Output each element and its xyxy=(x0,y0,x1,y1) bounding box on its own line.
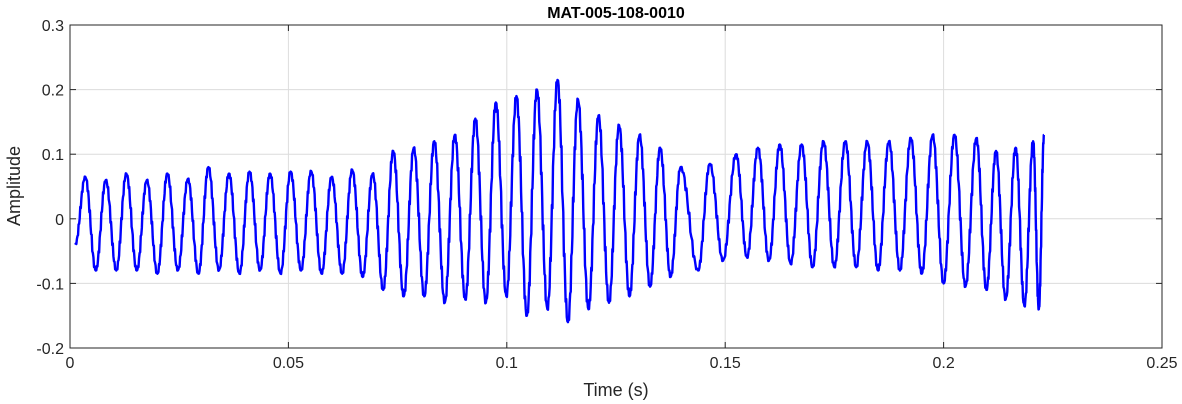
y-tick-label: 0 xyxy=(55,212,64,229)
x-tick-label: 0.25 xyxy=(1146,355,1177,372)
x-tick-label: 0.2 xyxy=(932,355,954,372)
x-tick-label: 0.05 xyxy=(273,355,304,372)
y-tick-label: -0.1 xyxy=(36,276,64,293)
y-tick-label: 0.2 xyxy=(42,83,64,100)
plot-frame xyxy=(69,24,1163,349)
x-tick-label: 0.1 xyxy=(496,355,518,372)
series-line xyxy=(74,78,1045,324)
y-tick-label: -0.2 xyxy=(36,341,64,358)
x-tick-label: 0.15 xyxy=(710,355,741,372)
y-tick-label: 0.1 xyxy=(42,147,64,164)
x-tick-label: 0 xyxy=(66,355,75,372)
x-axis-label: Time (s) xyxy=(583,380,648,400)
chart-title: MAT-005-108-0010 xyxy=(547,5,685,22)
axis-ticks: 0 0.05 0.1 0.15 0.2 0.25 -0.2 -0.1 0 0.1 0.2 0.3 xyxy=(36,18,1177,372)
y-axis-label: Amplitude xyxy=(4,146,24,226)
y-tick-label: 0.3 xyxy=(42,18,64,35)
signal-series xyxy=(74,78,1045,324)
